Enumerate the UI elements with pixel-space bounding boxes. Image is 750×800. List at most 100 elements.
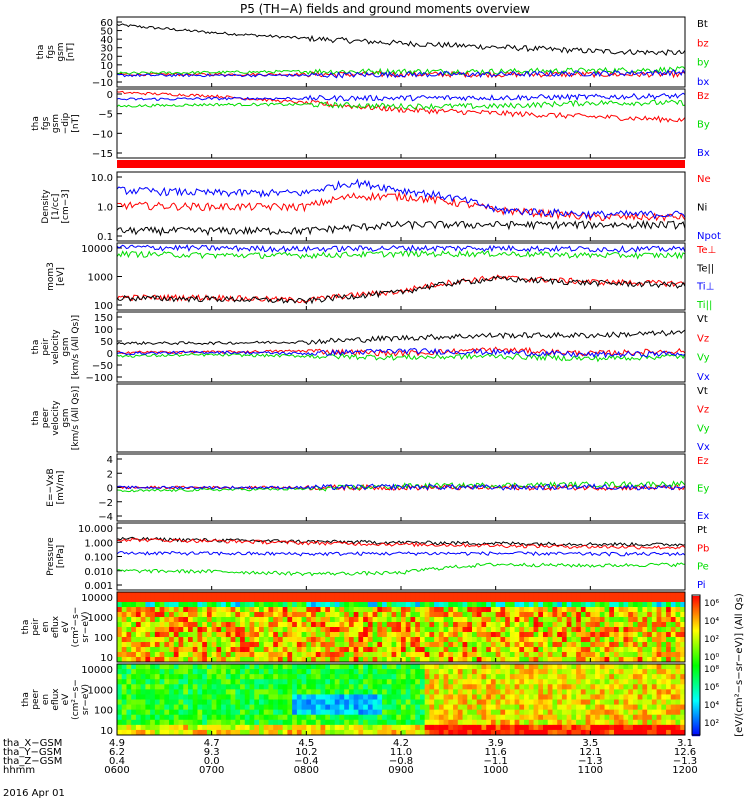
spec-cell [524, 617, 530, 623]
spec-cell [618, 617, 624, 623]
spec-cell [670, 642, 677, 648]
spec-cell [424, 632, 430, 638]
spec-cell [401, 617, 407, 623]
spec-cell [235, 637, 241, 643]
spec-cell [495, 592, 501, 598]
spec-cell [268, 632, 274, 638]
spec-cell [618, 612, 624, 618]
spec-cell [363, 724, 369, 731]
spec-cell [495, 597, 501, 603]
spec-cell [339, 617, 345, 623]
spec-cell [486, 699, 492, 706]
spec-cell [225, 652, 232, 658]
spec-cell [467, 684, 473, 690]
spec-cell [315, 597, 322, 603]
spec-cell [145, 627, 151, 633]
spec-cell [259, 719, 265, 726]
spec-cell [377, 709, 383, 716]
spec-cell [249, 689, 255, 695]
spec-cell [391, 729, 397, 736]
spec-cell [580, 612, 587, 618]
spec-cell [576, 607, 582, 613]
ylabel-line: gsm [56, 42, 66, 61]
spec-cell [618, 669, 624, 675]
spec-cell [277, 719, 284, 726]
spec-cell [552, 597, 558, 603]
spec-cell [287, 669, 293, 675]
spec-cell [604, 622, 610, 628]
spec-cell [599, 694, 606, 700]
spec-cell [438, 684, 445, 690]
spec-cell [178, 642, 184, 648]
spec-cell [334, 622, 340, 628]
spec-cell [481, 669, 487, 675]
spec-cell [159, 719, 165, 726]
spec-cell [216, 714, 222, 721]
spec-cell [618, 627, 624, 633]
spec-cell [249, 719, 255, 726]
spec-cell [632, 689, 639, 695]
spec-cell [632, 602, 639, 608]
spec-cell [145, 679, 151, 685]
colorbar-cell [692, 626, 700, 628]
spec-cell [415, 612, 421, 618]
spec-cell [580, 607, 587, 613]
axis-row-value: 11.6 [485, 747, 507, 758]
spec-cell [154, 622, 161, 628]
spec-cell [206, 664, 213, 670]
axis-row-value: 4.2 [393, 738, 409, 749]
ytick-label: 100 [94, 301, 113, 312]
spec-cell [486, 674, 492, 680]
spec-cell [514, 714, 520, 721]
spec-cell [566, 632, 572, 638]
spec-cell [401, 632, 407, 638]
series-by [116, 66, 686, 76]
spec-cell [372, 729, 378, 736]
spec-cell [292, 699, 298, 706]
spec-cell [614, 622, 620, 628]
spec-cell [651, 719, 658, 726]
spec-cell [514, 602, 520, 608]
spec-cell [244, 632, 251, 638]
spec-cell [382, 669, 388, 675]
spec-cell [490, 674, 497, 680]
spec-cell [235, 627, 241, 633]
spec-cell [173, 652, 180, 658]
spec-cell [126, 694, 132, 700]
spec-cell [396, 617, 402, 623]
spec-cell [296, 689, 303, 695]
colorbar-cell [692, 627, 700, 629]
spec-cell [543, 714, 549, 721]
spec-cell [386, 637, 393, 643]
spec-cell [353, 622, 359, 628]
spec-cell [670, 709, 677, 716]
spec-cell [192, 592, 198, 598]
spec-cell [334, 719, 340, 726]
spec-cell [651, 684, 658, 690]
spec-cell [543, 674, 549, 680]
spec-cell [221, 714, 227, 721]
spec-cell [434, 709, 440, 716]
spec-cell [509, 729, 516, 736]
spec-cell [254, 684, 260, 690]
spec-cell [448, 729, 454, 736]
colorbar-cell [692, 722, 700, 724]
spec-cell [405, 632, 411, 638]
spec-cell [325, 627, 331, 633]
spec-cell [410, 664, 416, 670]
spec-cell [585, 617, 591, 623]
spec-cell [296, 729, 303, 736]
spec-cell [486, 694, 492, 700]
colorbar-cell [692, 612, 700, 614]
spec-cell [315, 642, 322, 648]
spec-cell [273, 679, 279, 685]
spec-cell [495, 719, 501, 726]
ytick-label: 0.010 [84, 567, 113, 578]
spec-cell [505, 607, 511, 613]
spec-cell [609, 612, 615, 618]
spec-cell [476, 719, 482, 726]
spec-cell [126, 657, 132, 663]
spec-cell [661, 669, 667, 675]
spec-cell [632, 617, 639, 623]
spec-cell [159, 709, 165, 716]
